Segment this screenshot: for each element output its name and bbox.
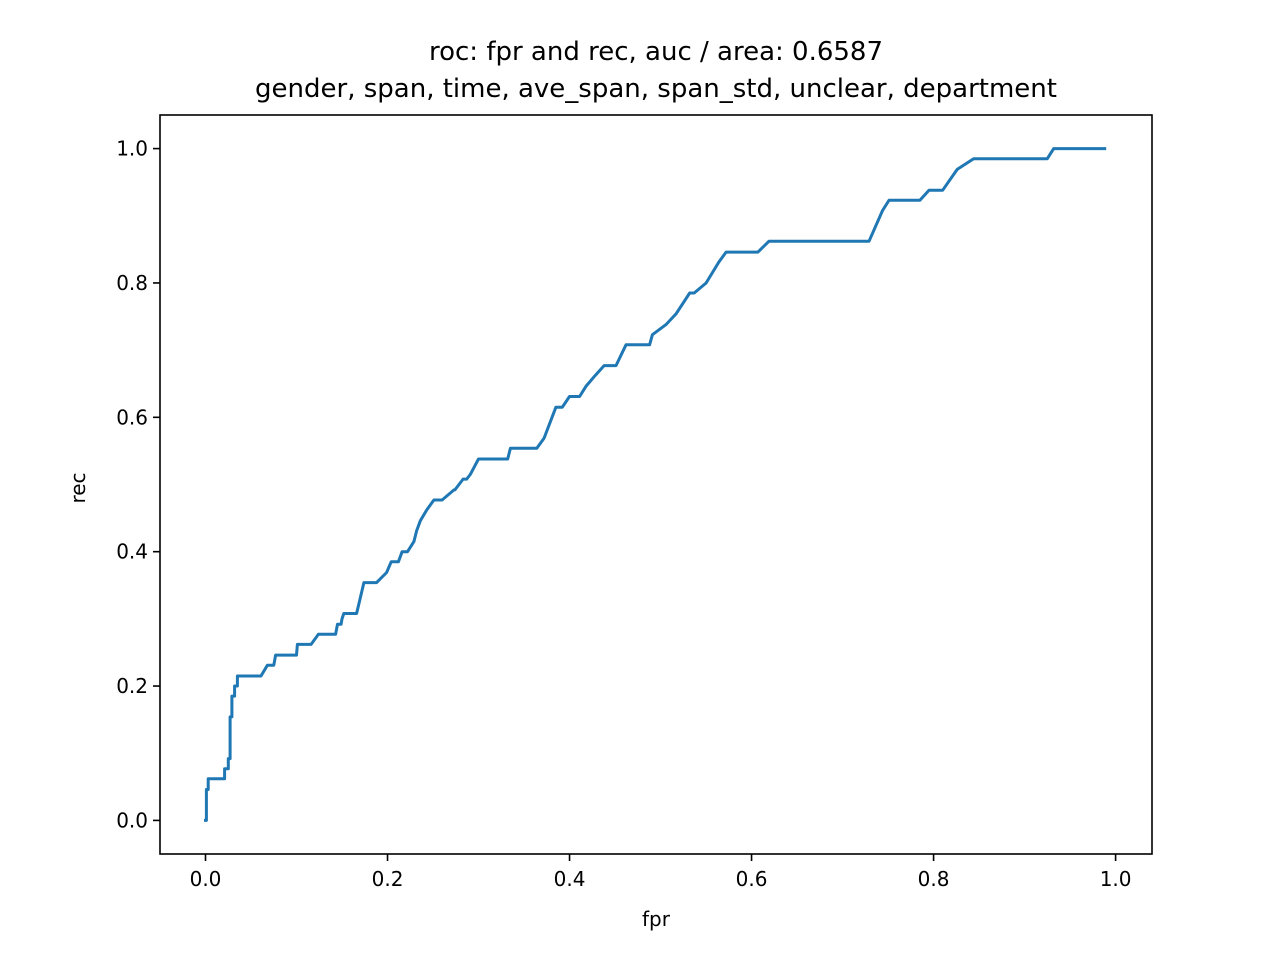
- y-tick-label: 0.6: [116, 405, 148, 429]
- y-tick-label: 0.0: [116, 808, 148, 832]
- y-tick-label: 0.4: [116, 540, 148, 564]
- x-tick-label: 0.6: [736, 867, 768, 891]
- chart-title: roc: fpr and rec, auc / area: 0.6587: [429, 37, 883, 67]
- x-axis-label: fpr: [642, 907, 671, 931]
- series-line-0: [204, 147, 1107, 822]
- x-tick-label: 0.2: [372, 867, 404, 891]
- x-tick-label: 1.0: [1100, 867, 1132, 891]
- y-axis-label: rec: [66, 472, 90, 503]
- axes-frame: [159, 114, 1153, 855]
- x-tick-label: 0.4: [554, 867, 586, 891]
- x-tick-label: 0.0: [190, 867, 222, 891]
- y-tick-label: 0.8: [116, 271, 148, 295]
- plot-area: 0.0 0.2 0.4 0.6 0.8 1.0 0.0 0.2 0.4 0.6 0.8 1.0: [116, 114, 1153, 891]
- y-tick-label: 1.0: [116, 137, 148, 161]
- chart-subtitle: gender, span, time, ave_span, span_std, …: [255, 74, 1057, 104]
- x-tick-label: 0.8: [918, 867, 950, 891]
- y-tick-label: 0.2: [116, 674, 148, 698]
